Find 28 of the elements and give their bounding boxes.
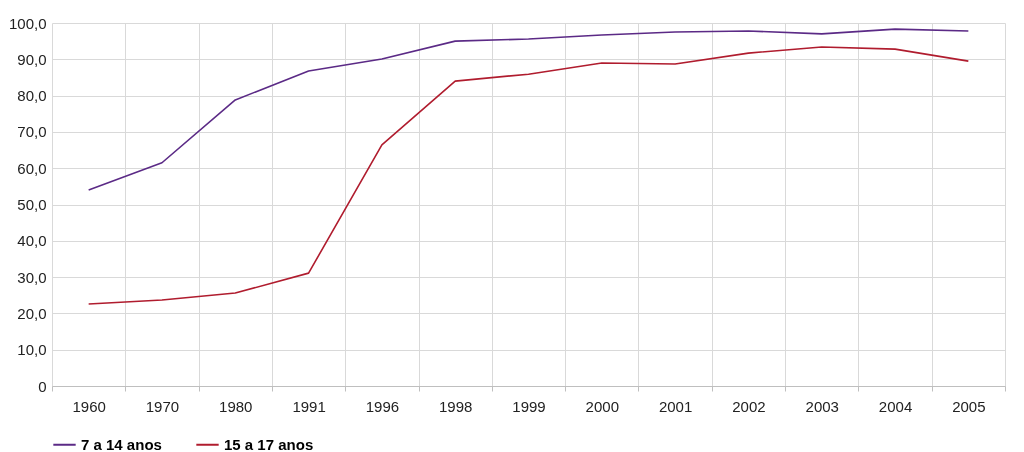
legend-label: 15 a 17 anos bbox=[224, 435, 314, 452]
x-tick-label: 2005 bbox=[952, 397, 986, 415]
y-tick-label: 70,0 bbox=[17, 123, 47, 141]
y-tick-label: 0 bbox=[38, 377, 47, 395]
y-tick-label: 40,0 bbox=[17, 232, 47, 250]
line-series bbox=[87, 28, 970, 191]
x-tick-label: 1980 bbox=[219, 397, 253, 415]
y-tick-label: 60,0 bbox=[17, 159, 47, 177]
x-tick-label: 1970 bbox=[145, 397, 180, 415]
x-tick-label: 1991 bbox=[292, 397, 326, 415]
x-tick-label: 2002 bbox=[732, 397, 766, 415]
x-tick-label: 2004 bbox=[878, 397, 913, 415]
x-tick-label: 1960 bbox=[72, 397, 106, 415]
x-tick-label: 2000 bbox=[585, 397, 619, 415]
legend-label: 7 a 14 anos bbox=[81, 435, 162, 452]
y-tick-label: 30,0 bbox=[17, 268, 47, 286]
x-tick-label: 2001 bbox=[658, 397, 693, 415]
x-tick-label: 1996 bbox=[365, 397, 400, 415]
x-tick-label: 2003 bbox=[805, 397, 839, 415]
y-tick-label: 100,0 bbox=[8, 14, 47, 32]
y-tick-label: 10,0 bbox=[17, 341, 47, 359]
y-tick-label: 50,0 bbox=[17, 196, 47, 213]
y-tick-label: 20,0 bbox=[17, 304, 47, 322]
y-tick-label: 80,0 bbox=[17, 87, 47, 105]
line-series bbox=[87, 46, 970, 305]
x-tick-label: 1998 bbox=[439, 397, 473, 415]
y-tick-label: 90,0 bbox=[17, 50, 47, 68]
x-tick-label: 1999 bbox=[512, 397, 546, 415]
